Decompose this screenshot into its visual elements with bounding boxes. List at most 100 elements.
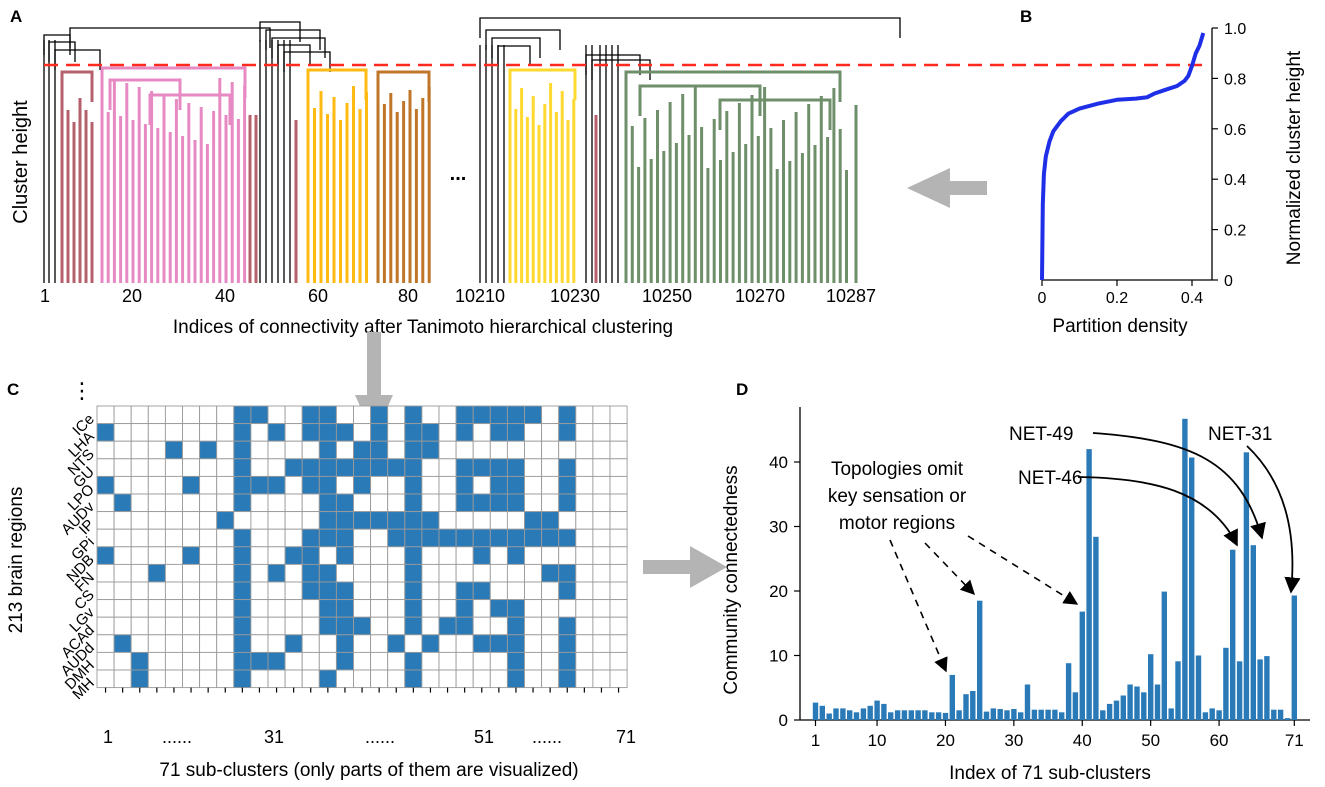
heatmap-cell-empty (592, 475, 611, 495)
panel-a-xlabel: Indices of connectivity after Tanimoto h… (173, 317, 673, 338)
heatmap-cell-empty (387, 669, 406, 689)
x-tick-label: 20 (936, 731, 955, 750)
heatmap-cell-empty (421, 599, 440, 618)
heatmap-cell-empty (199, 599, 218, 618)
x-tick-label: 71 (1285, 731, 1304, 750)
dendrogram-link (69, 27, 271, 48)
annotation-line: motor regions (839, 513, 955, 534)
heatmap-cell-filled (387, 511, 406, 530)
heatmap-cell-empty (113, 458, 132, 477)
heatmap-cell-filled (387, 528, 406, 548)
bar (1148, 654, 1154, 720)
heatmap-cell-empty (130, 546, 149, 565)
heatmap-cell-empty (353, 651, 372, 671)
heatmap-cell-empty (592, 493, 611, 513)
dendrogram-link (100, 66, 247, 98)
heatmap-cell-empty (438, 458, 457, 477)
heatmap-cell-filled (404, 475, 423, 495)
bar (826, 713, 832, 720)
bar (1161, 591, 1167, 720)
y-tick-label: 20 (769, 582, 788, 601)
heatmap-cell-empty (318, 634, 337, 653)
heatmap-cell-filled (506, 493, 525, 513)
heatmap-cell-empty (353, 493, 372, 513)
bar (1182, 418, 1188, 720)
heatmap-cell-empty (575, 599, 594, 618)
bar (1120, 695, 1126, 720)
heatmap-cell-filled (216, 511, 235, 530)
bar (1236, 661, 1243, 720)
heatmap-cell-filled (524, 405, 543, 425)
heatmap-cell-empty (353, 563, 372, 583)
heatmap-cell-empty (592, 458, 611, 477)
heatmap-cell-empty (609, 563, 628, 583)
heatmap-cell-empty (387, 405, 406, 425)
heatmap-cell-empty (250, 458, 269, 477)
heatmap-cell-empty (182, 581, 201, 601)
heatmap-cell-empty (96, 563, 115, 583)
heatmap-cell-empty (130, 511, 149, 530)
heatmap-cell-empty (524, 546, 543, 565)
heatmap-cell-filled (318, 493, 337, 513)
heatmap-cell-empty (609, 669, 628, 689)
dendrogram-link (60, 70, 94, 102)
heatmap-cell-empty (267, 528, 286, 548)
heatmap-cell-filled (455, 475, 474, 495)
heatmap-cell-filled (455, 528, 474, 548)
heatmap-cell-filled (318, 458, 337, 477)
heatmap-cell-empty (592, 440, 611, 460)
heatmap-cell-empty (216, 616, 235, 636)
heatmap-cell-empty (318, 651, 337, 671)
heatmap-cell-empty (575, 458, 594, 477)
heatmap-cell-empty (164, 493, 183, 513)
heatmap-cell-empty (541, 616, 560, 636)
heatmap-cell-empty (541, 493, 560, 513)
bar (1277, 709, 1284, 720)
heatmap-cell-filled (541, 511, 560, 530)
heatmap-cell-empty (113, 563, 132, 583)
dendrogram-left (43, 21, 431, 283)
tick-label: 10230 (550, 286, 600, 306)
panel-a: A Cluster height ... 1 20 40 60 80 10210… (10, 7, 1207, 338)
heatmap-cell-empty (216, 493, 235, 513)
bar (1100, 710, 1106, 720)
bar (1257, 659, 1263, 720)
heatmap-cell-empty (182, 440, 201, 460)
bar (1079, 611, 1085, 720)
arrow-c-to-d-icon (643, 546, 727, 588)
heatmap-cell-empty (182, 651, 201, 671)
heatmap-cell-filled (506, 651, 525, 671)
bar (1264, 656, 1270, 720)
heatmap-cell-empty (284, 669, 303, 689)
dendrogram-link (48, 41, 76, 62)
heatmap-cell-empty (592, 563, 611, 583)
heatmap-cell-filled (233, 405, 252, 425)
heatmap-cell-filled (96, 546, 115, 565)
heatmap-cell-filled (506, 546, 525, 565)
panel-b-xticks: 0 0.2 0.4 (1038, 280, 1203, 307)
tick-label: ...... (532, 727, 562, 747)
heatmap-cell-filled (558, 581, 577, 601)
heatmap-cell-filled (558, 669, 577, 689)
heatmap-cell-filled (370, 405, 389, 425)
heatmap-cell-filled (558, 405, 577, 425)
bar (1141, 692, 1147, 720)
heatmap-cell-empty (199, 528, 218, 548)
heatmap-cell-filled (318, 563, 337, 583)
heatmap-cell-empty (147, 581, 166, 601)
tick-label: 31 (264, 727, 284, 747)
bar (819, 705, 825, 720)
heatmap-cell-empty (130, 616, 149, 636)
heatmap-cell-empty (147, 405, 166, 425)
heatmap-cell-empty (506, 581, 525, 601)
dendrogram-link (497, 45, 531, 66)
bar (874, 700, 880, 720)
net-46-label: NET-46 (1018, 468, 1082, 489)
panel-b-xlabel: Partition density (1052, 316, 1188, 337)
heatmap-cell-filled (472, 405, 491, 425)
heatmap-cell-empty (592, 599, 611, 618)
heatmap-cell-filled (301, 423, 320, 442)
heatmap-cell-filled (489, 493, 508, 513)
heatmap-cell-empty (335, 563, 354, 583)
heatmap-cell-empty (250, 546, 269, 565)
